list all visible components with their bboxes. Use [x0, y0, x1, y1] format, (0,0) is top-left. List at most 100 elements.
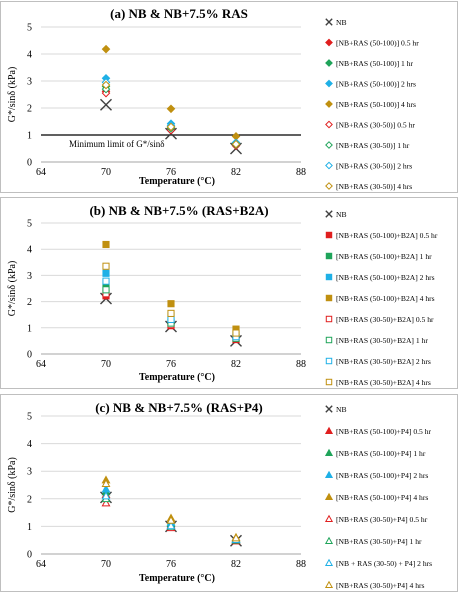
chart-a-y-tick-label-0: 0 [27, 158, 32, 169]
chart-a-legend-marker-7 [325, 161, 333, 170]
chart-b-y-tick-label-4: 4 [27, 245, 32, 256]
chart-b-legend-label-3: [NB+RAS (50-100)+B2A] 2 hrs [336, 273, 435, 282]
chart-a-x-tick-label-2: 76 [166, 167, 176, 178]
chart-b-legend-label-1: [NB+RAS (50-100)+B2A] 0.5 hr [336, 231, 438, 240]
chart-b-series-4-point-1 [167, 300, 175, 308]
chart-b-legend-marker-2 [325, 252, 333, 260]
chart-c-series-8-point-2 [231, 533, 241, 542]
chart-c-legend-label-4: [NB+RAS (50-100)+P4] 4 hrs [336, 493, 428, 502]
chart-b-legend-label-0: NB [336, 210, 347, 219]
chart-c-series-5-point-0 [101, 498, 111, 507]
chart-b-legend-marker-7 [325, 357, 333, 365]
chart-c-legend-marker-4 [324, 492, 334, 501]
chart-c-legend-marker-6 [324, 536, 334, 545]
chart-b-x-tick-label-2: 76 [166, 359, 176, 370]
chart-b-legend-marker-3 [325, 273, 333, 281]
chart-a-series-8-point-2 [231, 139, 241, 149]
chart-c-legend-label-2: [NB+RAS (50-100)+P4] 1 hr [336, 449, 426, 458]
chart-c-y-tick-label-2: 2 [27, 494, 32, 505]
chart-a-y-tick-label-5: 5 [27, 23, 32, 34]
chart-a-legend-label-8: [NB+RAS (30-50)] 4 hrs [336, 182, 412, 191]
chart-c-legend-marker-0 [325, 405, 333, 413]
chart-b-series-8-point-2 [232, 329, 240, 337]
chart-a-y-axis-label: G*/sinδ (kPa) [7, 67, 18, 123]
chart-c-svg: (c) NB & NB+7.5% (RAS+P4) 0 1 2 3 4 5 64 70 76 82 8… [7, 400, 432, 590]
chart-c-legend-label-7: [NB + RAS (30-50) + P4] 2 hrs [336, 559, 432, 568]
chart-c-legend-label-1: [NB+RAS (50-100)+P4] 0.5 hr [336, 427, 432, 436]
chart-b-legend-label-8: [NB+RAS (30-50)+B2A] 4 hrs [336, 378, 431, 387]
chart-a-y-tick-label-1: 1 [27, 131, 32, 142]
chart-a-series-0-point-0 [100, 98, 112, 111]
chart-c-y-tick-label-3: 3 [27, 467, 32, 478]
chart-a-legend-label-3: [NB+RAS (50-100)] 2 hrs [336, 80, 416, 89]
chart-c-y-tick-label-4: 4 [27, 439, 32, 450]
chart-b-legend-marker-1 [325, 231, 333, 239]
chart-b-legend-marker-0-stroke-2 [325, 210, 333, 218]
chart-a-x-tick-label-3: 82 [231, 167, 241, 178]
chart-b-legend-label-2: [NB+RAS (50-100)+B2A] 1 hr [336, 252, 432, 261]
chart-b-series-7-point-1 [167, 315, 175, 323]
chart-b-x-tick-label-4: 88 [296, 359, 306, 370]
chart-a-legend-marker-8 [325, 182, 333, 190]
chart-c-x-tick-label-3: 82 [231, 559, 241, 570]
chart-a-legend-label-7: [NB+RAS (30-50)] 2 hrs [336, 162, 412, 171]
chart-a-svg: (a) NB & NB+7.5% RAS 0 1 2 3 4 5 64 70 76 82 88 Temp… [7, 6, 419, 191]
chart-b-legend-marker-6 [325, 336, 333, 344]
chart-a-series-8-point-0 [101, 80, 111, 90]
chart-panel-c: (c) NB & NB+7.5% (RAS+P4) 0 1 2 3 4 5 64 70 76 82 8… [0, 394, 458, 592]
chart-c-legend-marker-1 [324, 426, 334, 435]
chart-c-x-tick-label-0: 64 [36, 559, 46, 570]
chart-a-legend-marker-3 [325, 79, 333, 88]
chart-c-legend-label-0: NB [336, 405, 347, 414]
chart-c-legend-marker-7 [324, 558, 334, 567]
chart-c-legend-marker-8 [324, 580, 334, 589]
chart-b-svg: (b) NB & NB+7.5% (RAS+B2A) 0 1 2 3 4 5 64 70 76 82… [7, 203, 438, 387]
chart-b-title: (b) NB & NB+7.5% (RAS+B2A) [89, 203, 268, 218]
chart-panel-a: (a) NB & NB+7.5% RAS 0 1 2 3 4 5 64 70 76 82 88 Temp… [0, 1, 458, 193]
chart-a-series-4-point-0 [101, 44, 111, 54]
chart-c-x-axis-label: Temperature (°C) [139, 573, 215, 584]
chart-a-min-limit-label: Minimum limit of G*/sinδ [69, 139, 165, 149]
chart-b-x-tick-label-0: 64 [36, 359, 46, 370]
chart-a-legend-marker-0 [325, 18, 333, 26]
chart-c-series-8-point-0 [101, 478, 111, 487]
chart-b-legend-marker-0 [325, 210, 333, 218]
chart-b-series-8-point-0 [102, 262, 110, 270]
chart-b-legend-marker-4 [325, 294, 333, 302]
chart-c-series-7-point-0 [101, 491, 111, 500]
chart-c-y-axis-label: G*/sinδ (kPa) [7, 457, 18, 513]
chart-b-series-6-point-0 [102, 286, 110, 294]
chart-panel-b: (b) NB & NB+7.5% (RAS+B2A) 0 1 2 3 4 5 64 70 76 82… [0, 197, 458, 389]
chart-c-y-tick-label-1: 1 [27, 522, 32, 533]
chart-a-legend-label-0: NB [336, 18, 347, 27]
chart-b-y-tick-label-3: 3 [27, 271, 32, 282]
chart-b-series-4-point-0 [102, 240, 110, 249]
chart-a-y-tick-label-4: 4 [27, 50, 32, 61]
chart-a-x-tick-label-4: 88 [296, 167, 306, 178]
chart-a-legend-marker-1 [325, 38, 333, 47]
chart-b-y-tick-label-5: 5 [27, 219, 32, 230]
chart-a-legend-marker-4 [325, 100, 333, 108]
chart-c-legend-label-3: [NB+RAS (50-100)+P4] 2 hrs [336, 471, 428, 480]
chart-a-legend-marker-5 [325, 120, 333, 129]
chart-a-legend-marker-2 [325, 59, 333, 67]
chart-c-legend-marker-3 [324, 470, 334, 479]
chart-a-x-tick-label-1: 70 [101, 167, 111, 178]
chart-c-y-tick-label-0: 0 [27, 550, 32, 561]
chart-a-series-4-point-1 [166, 104, 176, 114]
chart-b-y-tick-label-0: 0 [27, 350, 32, 361]
chart-b-legend-marker-5 [325, 315, 333, 323]
chart-b-x-axis-label: Temperature (°C) [139, 372, 215, 383]
chart-a-legend-label-5: [NB+RAS (30-50)] 0.5 hr [336, 121, 415, 130]
chart-b-legend-label-4: [NB+RAS (50-100)+B2A] 4 hrs [336, 294, 435, 303]
chart-c-legend-label-5: [NB+RAS (30-50)+P4] 0.5 hr [336, 515, 428, 524]
chart-a-series-0-point-0-stroke-2 [100, 98, 112, 111]
chart-a-series-8-point-1 [166, 122, 176, 132]
chart-a-legend-label-4: [NB+RAS (50-100)] 4 hrs [336, 100, 416, 109]
chart-a-legend-label-2: [NB+RAS (50-100)] 1 hr [336, 59, 414, 68]
chart-a-legend-label-6: [NB+RAS (30-50)] 1 hr [336, 141, 410, 150]
chart-c-legend-marker-0-stroke-2 [325, 405, 333, 413]
chart-b-series-7-point-0 [102, 277, 110, 285]
chart-c-legend-marker-2 [324, 448, 334, 457]
chart-a-y-tick-label-3: 3 [27, 77, 32, 88]
